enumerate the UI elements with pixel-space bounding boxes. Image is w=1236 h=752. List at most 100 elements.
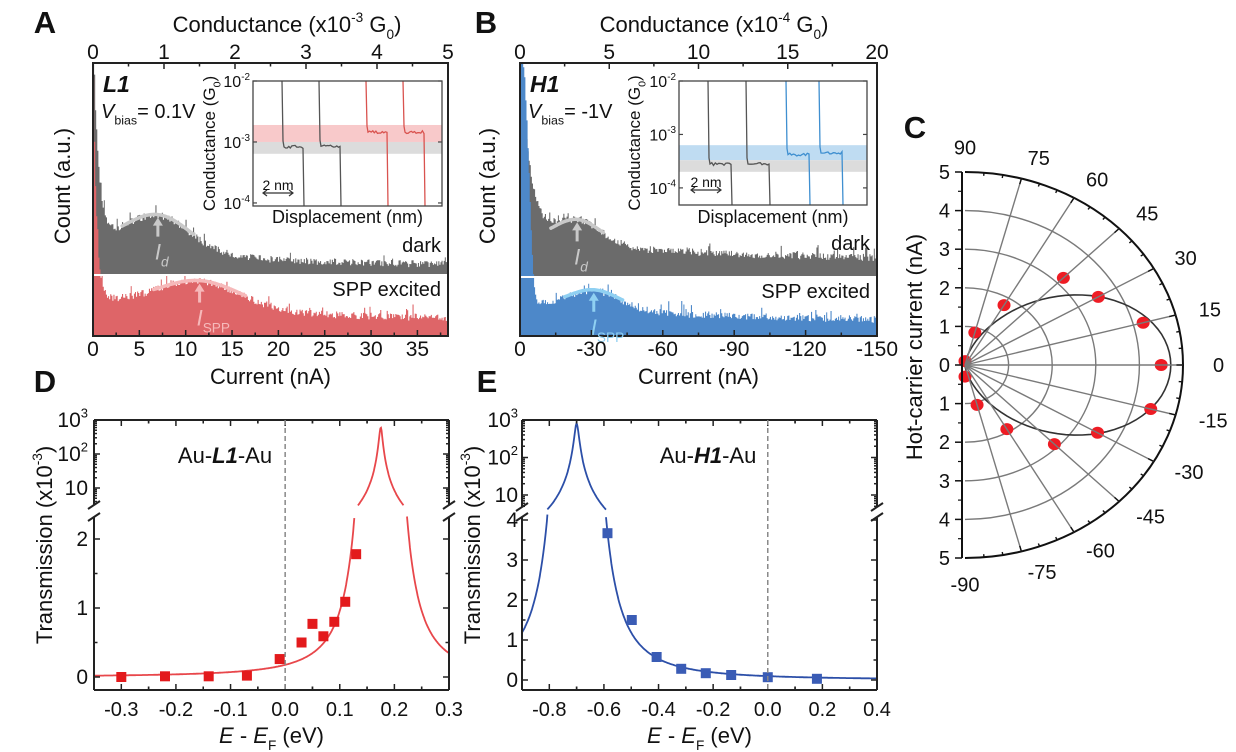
arc-tick <box>1166 429 1171 432</box>
bias-label-part: V <box>528 101 543 123</box>
angle-label-part: 30 <box>1175 248 1197 270</box>
top-tick-label-part: 1 <box>158 41 170 64</box>
x-axis-title-part: E <box>647 723 662 748</box>
x-tick-label: 0.0 <box>754 699 782 721</box>
data-point <box>241 670 252 681</box>
top-tick-label-part: 3 <box>300 41 312 64</box>
molecule-annotation-part: -Au <box>238 443 272 468</box>
data-point <box>351 549 362 560</box>
top-axis-title-part: 0 <box>814 27 822 42</box>
x-tick-label-part: 15 <box>220 338 243 361</box>
x-axis-title-part: E <box>681 723 696 748</box>
molecule-annotation-part: H1 <box>694 443 722 468</box>
radial-tick-label: 3 <box>939 239 950 261</box>
y-tick-label-log-part: 10 <box>57 409 80 432</box>
x-axis-title-part: F <box>696 738 704 752</box>
inset-y-axis-title-part: ) <box>625 75 644 81</box>
angle-label-part: -45 <box>1136 506 1165 528</box>
molecule-annotation-part: L1 <box>212 443 238 468</box>
angular-grid-line <box>964 364 1155 463</box>
x-tick-label: 0.1 <box>326 699 354 721</box>
angle-label: 45 <box>1136 204 1158 226</box>
top-axis-title-part: ) <box>821 12 828 37</box>
y-tick-label: 3 <box>506 549 518 572</box>
top-tick-label: 5 <box>603 41 615 64</box>
x-tick-label: 0.4 <box>863 699 891 721</box>
x-tick-label: -150 <box>856 338 898 361</box>
x-tick-label: 20 <box>267 338 290 361</box>
y-axis-title: Count (a.u.) <box>475 128 500 244</box>
arc-tick <box>1140 253 1144 257</box>
arc-tick <box>1169 412 1176 416</box>
dark-gaussian-fit <box>120 212 196 237</box>
x-tick-label-part: -90 <box>719 338 749 361</box>
panel-letter-part: A <box>34 5 56 40</box>
angle-label-part: -30 <box>1175 462 1204 484</box>
arc-tick <box>1147 457 1155 463</box>
angle-label-part: 60 <box>1086 169 1108 191</box>
y-tick-label-part: 1 <box>76 597 88 620</box>
peak-label: ISPP <box>197 306 230 336</box>
angular-grid-line <box>964 364 1075 533</box>
top-tick-label: 15 <box>776 41 799 64</box>
data-point <box>160 671 170 682</box>
panel-letter-part: E <box>477 364 498 399</box>
bias-label-part: V <box>101 101 116 123</box>
fit-curve-upper <box>546 422 607 511</box>
panel-letter: A <box>34 5 56 40</box>
peak-label-part: SPP <box>597 330 624 345</box>
x-tick-label-part: 5 <box>134 338 146 361</box>
x-axis-title-part: E <box>219 723 234 748</box>
y-tick-label-part: 4 <box>506 509 518 532</box>
y-tick-label-log-part: 2 <box>511 443 518 458</box>
y-tick-label-part: 0 <box>76 666 88 689</box>
x-tick-label-part: -0.3 <box>104 699 138 721</box>
axis-break-mark <box>442 500 456 510</box>
x-axis-title-part: E <box>253 723 268 748</box>
conductance-trace <box>818 80 844 206</box>
top-tick-label: 2 <box>229 41 241 64</box>
angular-grid-line <box>964 178 1023 366</box>
radial-tick-label: 1 <box>939 394 950 416</box>
arc-tick <box>1114 496 1120 502</box>
scale-bar-label-part: 2 nm <box>262 177 293 193</box>
y-tick-label-part: 2 <box>506 589 518 612</box>
spp-gaussian-fit <box>563 287 625 302</box>
top-axis-title-part: Conductance (x10 <box>600 12 779 37</box>
conductance-trace <box>318 80 342 207</box>
inset-y-tick-label-part: -3 <box>667 125 676 136</box>
peak-arrow-head-icon <box>572 222 583 231</box>
y-tick-label-part: 0 <box>506 669 518 692</box>
arc-tick <box>1176 397 1180 400</box>
y-tick-label-log-part: 10 <box>487 447 510 470</box>
arc-tick <box>1176 330 1180 333</box>
inset-y-tick-label-part: -2 <box>667 72 676 83</box>
molecule-label-part: H1 <box>530 71 559 97</box>
angular-grid-line <box>964 314 1176 366</box>
inset-y-tick-label-part: -2 <box>241 72 250 83</box>
x-tick-label: 15 <box>220 338 243 361</box>
axis-break-mark <box>442 512 456 522</box>
fit-curve-lower <box>94 516 450 677</box>
arc-tick <box>1102 509 1106 514</box>
y-axis-title-part: Count (a.u.) <box>50 128 75 244</box>
x-tick-label: 0 <box>514 338 526 361</box>
angle-label-part: -90 <box>951 574 980 596</box>
inset-y-axis-title: Conductance (G0) <box>200 76 223 211</box>
inset-y-tick-label: 10-2 <box>223 72 250 91</box>
top-tick-label: 4 <box>371 41 383 64</box>
inset-background <box>679 81 867 205</box>
radial-tick-label: 4 <box>939 201 950 223</box>
x-tick-label: -120 <box>785 338 827 361</box>
top-tick-label-part: 2 <box>229 41 241 64</box>
top-tick-label-part: 5 <box>442 41 454 64</box>
x-axis-title-part: F <box>268 738 276 752</box>
y-axis-title: Transmission (x10-3) <box>30 446 57 644</box>
y-tick-label: 1 <box>76 597 88 620</box>
x-tick-label: 0.2 <box>380 699 408 721</box>
radial-tick-label: 1 <box>939 316 950 338</box>
top-tick-label: 20 <box>865 41 888 64</box>
arc-tick <box>1001 174 1004 179</box>
inset-y-tick-label-part: -4 <box>667 179 676 190</box>
conductance-trace <box>402 80 426 207</box>
